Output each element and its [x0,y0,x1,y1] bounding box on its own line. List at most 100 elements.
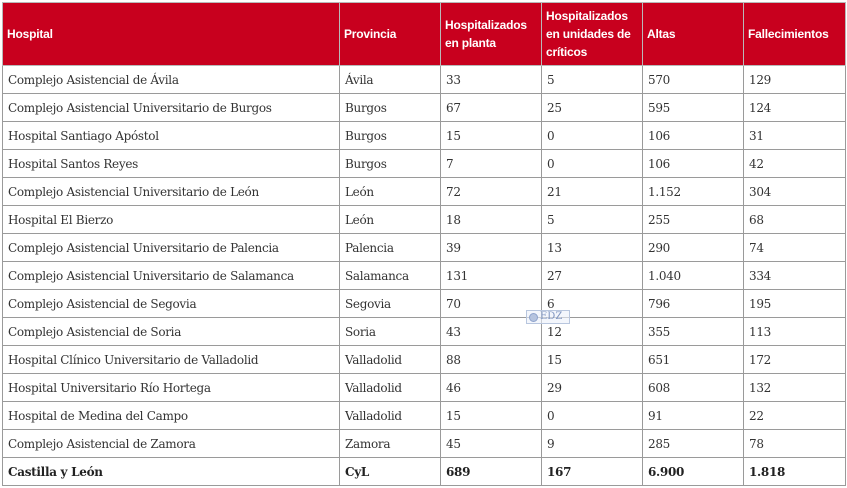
cell-provincia: Zamora [339,429,441,458]
total-provincia: CyL [339,457,441,486]
cell-criticos: 5 [541,65,643,94]
cell-planta: 88 [440,345,542,374]
cell-fallecimientos: 124 [743,93,846,122]
cell-planta: 72 [440,177,542,206]
cell-provincia: Ávila [339,65,441,94]
cell-planta: 15 [440,401,542,430]
cell-altas: 91 [642,401,744,430]
cell-planta: 70 [440,289,542,318]
cell-fallecimientos: 74 [743,233,846,262]
cell-hospital: Complejo Asistencial de Zamora [2,429,340,458]
cell-hospital: Complejo Asistencial Universitario de Sa… [2,261,340,290]
table-row: Complejo Asistencial Universitario de Le… [2,177,846,206]
table-row: Hospital Clínico Universitario de Vallad… [2,345,846,374]
cell-hospital: Hospital Santos Reyes [2,149,340,178]
cell-planta: 46 [440,373,542,402]
cell-hospital: Complejo Asistencial de Soria [2,317,340,346]
cell-criticos: 21 [541,177,643,206]
table-row: Complejo Asistencial de Segovia Segovia … [2,289,846,318]
header-hospitalizados-planta: Hospitalizados en planta [440,2,542,66]
table-row: Hospital Universitario Río Hortega Valla… [2,373,846,402]
cell-altas: 1.152 [642,177,744,206]
cell-fallecimientos: 172 [743,345,846,374]
cell-hospital: Hospital Universitario Río Hortega [2,373,340,402]
watermark-text: EDZ [540,311,563,322]
cell-fallecimientos: 129 [743,65,846,94]
cell-hospital: Hospital El Bierzo [2,205,340,234]
cell-fallecimientos: 22 [743,401,846,430]
cell-criticos: 9 [541,429,643,458]
cell-hospital: Complejo Asistencial Universitario de Le… [2,177,340,206]
cell-fallecimientos: 78 [743,429,846,458]
header-hospitalizados-criticos: Hospitalizados en unidades de críticos [541,2,643,66]
table-body: Complejo Asistencial de Ávila Ávila 33 5… [2,65,846,486]
circle-icon [529,312,538,322]
cell-criticos: 0 [541,121,643,150]
cell-altas: 290 [642,233,744,262]
cell-planta: 33 [440,65,542,94]
cell-provincia: Soria [339,317,441,346]
cell-planta: 67 [440,93,542,122]
total-criticos: 167 [541,457,643,486]
total-fallecimientos: 1.818 [743,457,846,486]
cell-hospital: Complejo Asistencial de Ávila [2,65,340,94]
total-altas: 6.900 [642,457,744,486]
cell-provincia: Palencia [339,233,441,262]
cell-fallecimientos: 31 [743,121,846,150]
cell-criticos: 0 [541,401,643,430]
table-total-row: Castilla y León CyL 689 167 6.900 1.818 [2,457,846,486]
cell-fallecimientos: 334 [743,261,846,290]
cell-criticos: 15 [541,345,643,374]
header-altas: Altas [642,2,744,66]
cell-planta: 39 [440,233,542,262]
cell-fallecimientos: 42 [743,149,846,178]
cell-planta: 131 [440,261,542,290]
cell-provincia: Segovia [339,289,441,318]
cell-altas: 570 [642,65,744,94]
cell-provincia: Burgos [339,93,441,122]
cell-criticos: 27 [541,261,643,290]
cell-altas: 608 [642,373,744,402]
table-row: Hospital El Bierzo León 18 5 255 68 [2,205,846,234]
cell-planta: 7 [440,149,542,178]
cell-provincia: León [339,205,441,234]
table-row: Complejo Asistencial Universitario de Pa… [2,233,846,262]
cell-criticos: 0 [541,149,643,178]
cell-criticos: 25 [541,93,643,122]
cell-altas: 255 [642,205,744,234]
edz-watermark: EDZ [526,310,570,324]
cell-criticos: 5 [541,205,643,234]
cell-planta: 18 [440,205,542,234]
cell-altas: 106 [642,149,744,178]
cell-hospital: Hospital Clínico Universitario de Vallad… [2,345,340,374]
cell-altas: 796 [642,289,744,318]
cell-criticos: 13 [541,233,643,262]
table-row: Hospital de Medina del Campo Valladolid … [2,401,846,430]
table-row: Complejo Asistencial de Ávila Ávila 33 5… [2,65,846,94]
cell-provincia: Valladolid [339,401,441,430]
cell-fallecimientos: 68 [743,205,846,234]
header-fallecimientos: Fallecimientos [743,2,846,66]
cell-fallecimientos: 132 [743,373,846,402]
cell-provincia: Valladolid [339,373,441,402]
header-hospital: Hospital [2,2,340,66]
table-header-row: Hospital Provincia Hospitalizados en pla… [2,2,846,66]
table-row: Complejo Asistencial Universitario de Sa… [2,261,846,290]
cell-hospital: Complejo Asistencial Universitario de Pa… [2,233,340,262]
cell-altas: 1.040 [642,261,744,290]
cell-hospital: Complejo Asistencial Universitario de Bu… [2,93,340,122]
cell-hospital: Hospital de Medina del Campo [2,401,340,430]
cell-altas: 595 [642,93,744,122]
cell-altas: 285 [642,429,744,458]
cell-altas: 355 [642,317,744,346]
cell-fallecimientos: 195 [743,289,846,318]
cell-altas: 651 [642,345,744,374]
table-row: Complejo Asistencial Universitario de Bu… [2,93,846,122]
table-row: Complejo Asistencial de Soria Soria 43 1… [2,317,846,346]
table-row: Complejo Asistencial de Zamora Zamora 45… [2,429,846,458]
cell-planta: 45 [440,429,542,458]
cell-provincia: Salamanca [339,261,441,290]
cell-hospital: Hospital Santiago Apóstol [2,121,340,150]
cell-provincia: Burgos [339,121,441,150]
